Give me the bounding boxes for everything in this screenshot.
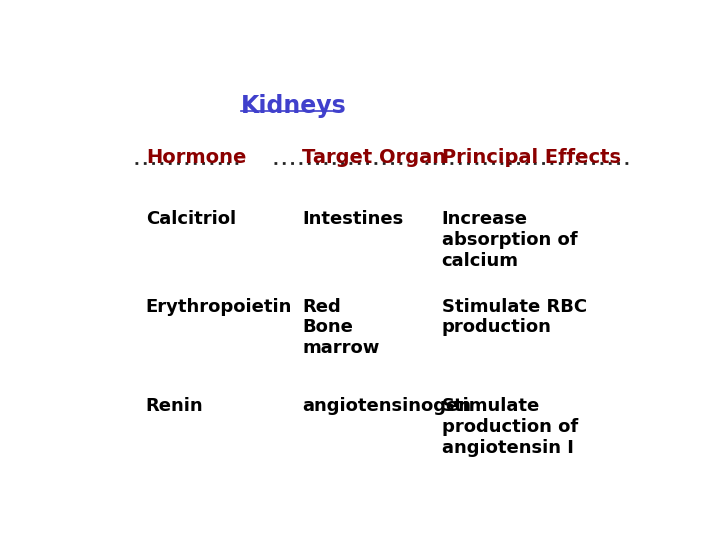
Text: Calcitriol: Calcitriol bbox=[145, 210, 236, 228]
Text: Red
Bone
marrow: Red Bone marrow bbox=[302, 298, 379, 357]
Text: Erythropoietin: Erythropoietin bbox=[145, 298, 292, 316]
Text: angiotensinogen: angiotensinogen bbox=[302, 397, 471, 415]
Text: Stimulate
production of
angiotensin I: Stimulate production of angiotensin I bbox=[441, 397, 577, 457]
Text: Hormone: Hormone bbox=[145, 148, 246, 167]
Text: Intestines: Intestines bbox=[302, 210, 403, 228]
Text: Renin: Renin bbox=[145, 397, 204, 415]
Text: Principal Effects: Principal Effects bbox=[441, 148, 621, 167]
Text: Increase
absorption of
calcium: Increase absorption of calcium bbox=[441, 210, 577, 270]
Text: Stimulate RBC
production: Stimulate RBC production bbox=[441, 298, 587, 336]
Text: Kidneys: Kidneys bbox=[240, 94, 346, 118]
Text: Target Organ: Target Organ bbox=[302, 148, 446, 167]
